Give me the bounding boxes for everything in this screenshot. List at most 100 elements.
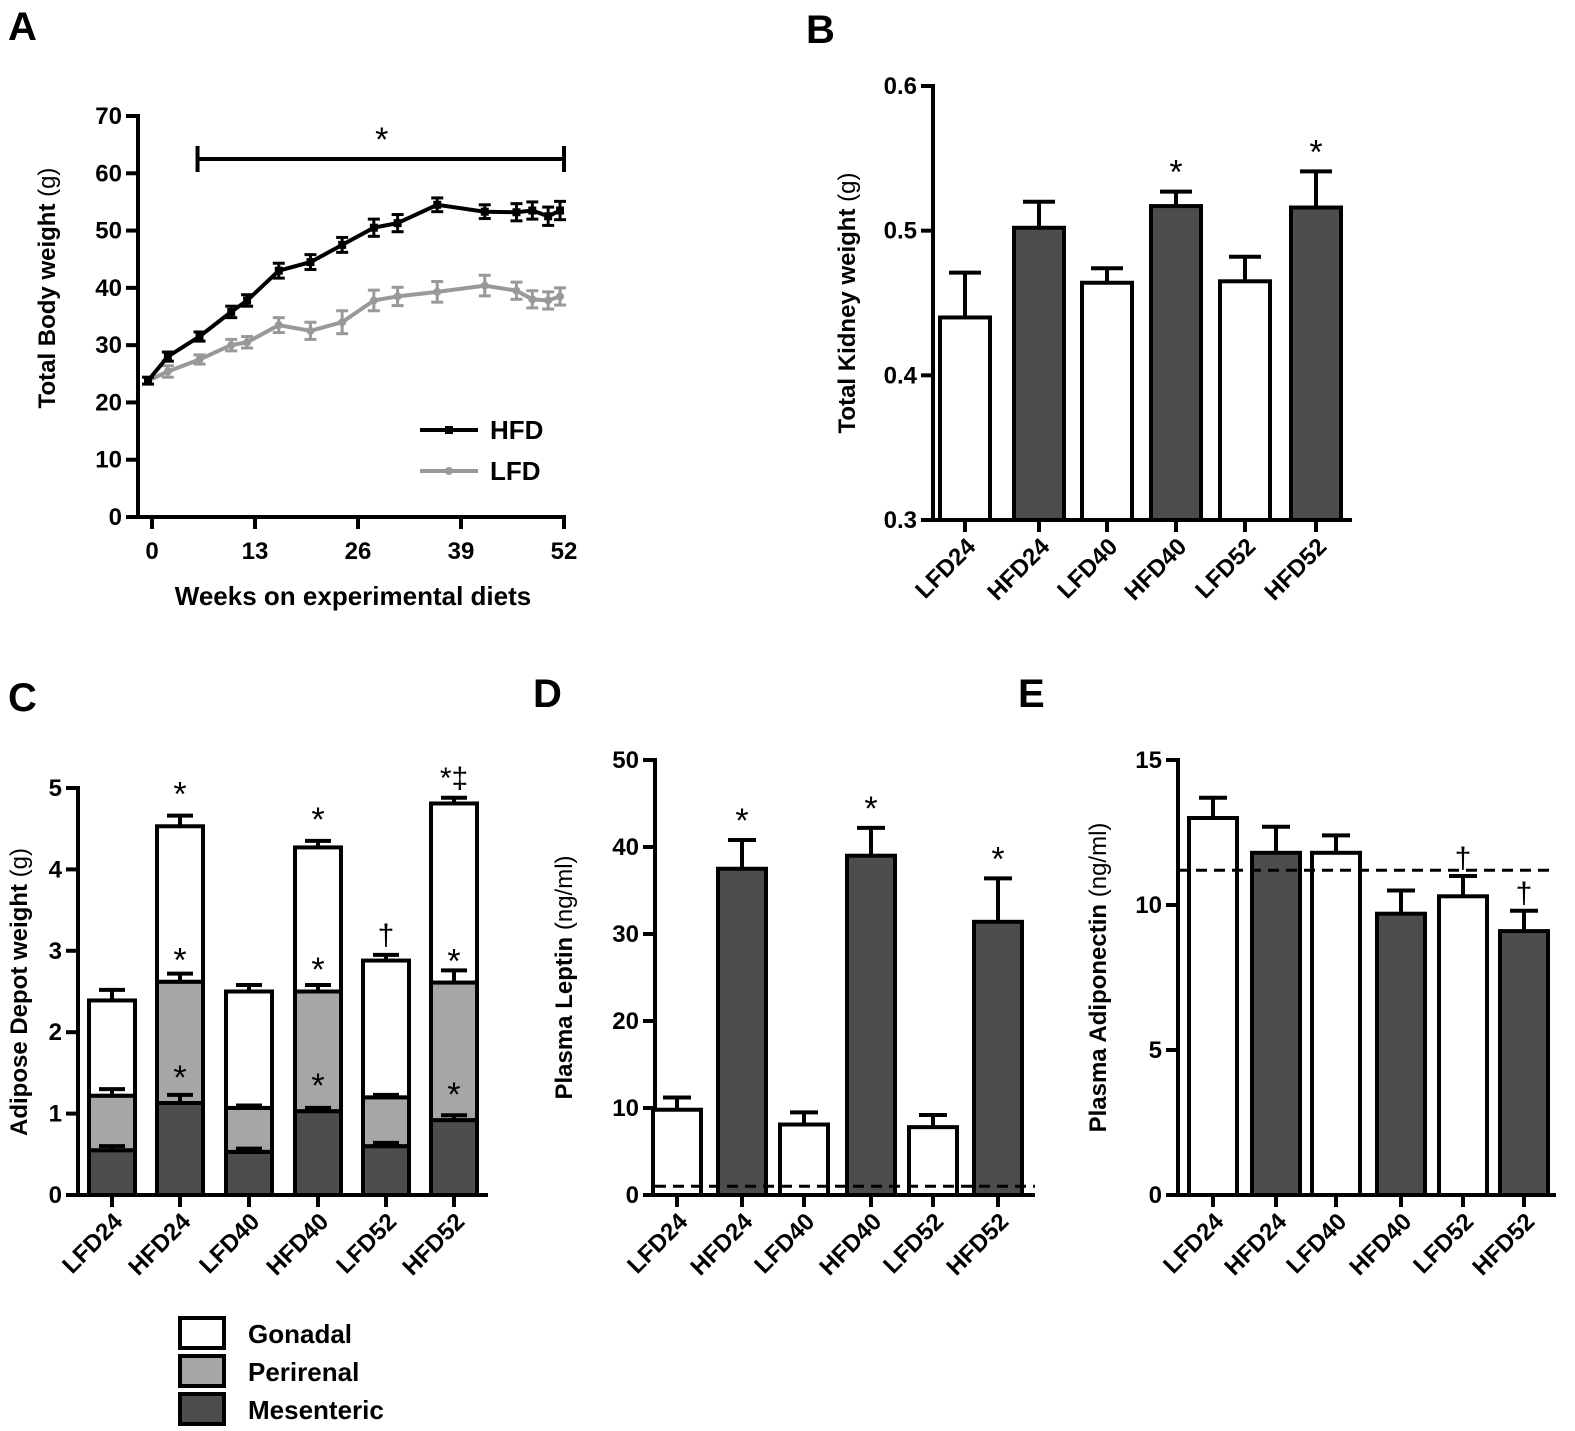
- b-bar: [1289, 205, 1343, 523]
- a-point-lfd: [306, 326, 315, 335]
- e-y-axis-label: Plasma Adiponectin (ng/ml): [1085, 823, 1112, 1133]
- a-significance-label: *: [375, 121, 388, 159]
- c-legend-swatch: [178, 1392, 226, 1426]
- a-point-lfd: [163, 367, 172, 376]
- d-bar: [778, 1122, 830, 1198]
- a-point-hfd: [306, 258, 315, 267]
- a-x-tick-label: 52: [551, 538, 578, 565]
- a-y-tick-label: 20: [95, 389, 122, 416]
- a-x-tick-label: 13: [242, 538, 269, 565]
- d-x-tick-label: HFD52: [941, 1208, 1014, 1281]
- a-point-lfd: [369, 296, 378, 305]
- c-bar-mesenteric: [429, 1118, 479, 1198]
- d-y-tick-label: 30: [612, 921, 639, 948]
- c-bar-annotation: *: [173, 776, 186, 814]
- d-bar-annotation: *: [735, 802, 748, 840]
- a-legend-label: LFD: [490, 456, 541, 486]
- a-point-hfd: [393, 219, 402, 228]
- c-legend-label: Mesenteric: [248, 1395, 384, 1425]
- c-bar-gonadal: [361, 958, 411, 1100]
- a-y-axis-label: Total Body weight (g): [34, 168, 61, 409]
- c-y-tick-label: 3: [49, 938, 62, 965]
- b-y-tick-label: 0.6: [884, 73, 917, 100]
- c-legend-label: Perirenal: [248, 1357, 359, 1387]
- b-y-tick-label: 0.3: [884, 507, 917, 534]
- a-point-hfd: [227, 307, 236, 316]
- a-point-hfd: [338, 240, 347, 249]
- a-y-tick-label: 70: [95, 103, 122, 130]
- c-y-tick-label: 4: [49, 856, 63, 883]
- b-x-tick-label: LFD24: [910, 533, 981, 604]
- c-legend-swatch: [178, 1354, 226, 1388]
- b-bar: [1080, 280, 1134, 522]
- b-bar: [1218, 279, 1272, 522]
- panel-label-d: D: [533, 672, 562, 716]
- e-x-tick-label: LFD52: [1408, 1208, 1479, 1279]
- a-y-tick-label: 40: [95, 275, 122, 302]
- a-point-hfd: [195, 332, 204, 341]
- d-x-tick-label: LFD52: [878, 1208, 949, 1279]
- a-point-lfd: [195, 355, 204, 364]
- e-bar-annotation: †: [1455, 842, 1472, 875]
- e-bar: [1187, 816, 1239, 1197]
- c-bar-annotation: †: [378, 919, 395, 952]
- c-bar-annotation: *: [447, 1076, 460, 1114]
- b-y-axis-label: Total Kidney weight (g): [834, 173, 861, 434]
- a-point-hfd: [243, 296, 252, 305]
- e-y-tick-label: 5: [1149, 1037, 1162, 1064]
- a-y-tick-label: 60: [95, 160, 122, 187]
- d-x-tick-label: LFD24: [622, 1208, 693, 1279]
- b-x-tick-label: HFD52: [1259, 533, 1332, 606]
- c-bar-annotation: *: [447, 943, 460, 981]
- a-point-lfd: [512, 286, 521, 295]
- a-x-tick-label: 0: [145, 538, 158, 565]
- c-y-tick-label: 1: [49, 1101, 62, 1128]
- c-x-tick-label: LFD24: [57, 1208, 128, 1279]
- b-x-tick-label: LFD52: [1190, 533, 1261, 604]
- b-bar: [1012, 225, 1066, 522]
- panel-b: B 0.3 0.4 0.5 0.6 LFD24 HFD24LFD40HFD40LFD52H…: [806, 8, 1352, 606]
- a-point-lfd: [393, 292, 402, 301]
- c-bar-gonadal: [87, 998, 137, 1098]
- b-x-tick-label: HFD40: [1119, 533, 1192, 606]
- d-bar: [972, 919, 1024, 1197]
- c-legend-swatch: [178, 1316, 226, 1350]
- a-series-line-lfd: [147, 283, 561, 383]
- c-bar-annotation: *: [311, 801, 324, 839]
- a-point-lfd: [480, 281, 489, 290]
- a-x-tick-label: 26: [345, 538, 372, 565]
- b-y-tick-label: 0.4: [884, 362, 918, 389]
- c-y-tick-label: 0: [49, 1182, 62, 1209]
- b-bar: [938, 315, 992, 523]
- a-point-hfd: [369, 223, 378, 232]
- c-x-tick-label: HFD52: [397, 1208, 470, 1281]
- panel-label-c: C: [8, 676, 37, 720]
- a-point-hfd: [433, 200, 442, 209]
- c-bar-annotation: *: [173, 941, 186, 979]
- a-point-hfd: [544, 212, 553, 221]
- c-x-tick-label: HFD40: [261, 1208, 334, 1281]
- b-bar: [1149, 204, 1203, 522]
- c-bar-mesenteric: [293, 1109, 343, 1197]
- d-bar-annotation: *: [991, 840, 1004, 878]
- e-bar: [1375, 911, 1427, 1197]
- c-bar-perirenal: [87, 1093, 137, 1153]
- a-point-lfd: [433, 287, 442, 296]
- e-y-tick-label: 10: [1135, 892, 1162, 919]
- a-legend-marker: [445, 426, 453, 434]
- c-bar-perirenal: [224, 1105, 274, 1154]
- d-y-tick-label: 40: [612, 834, 639, 861]
- d-x-tick-label: LFD40: [749, 1208, 820, 1279]
- e-x-tick-label: LFD40: [1281, 1208, 1352, 1279]
- b-x-tick-label: LFD40: [1052, 533, 1123, 604]
- e-bar: [1437, 894, 1489, 1197]
- a-x-tick-label: 39: [448, 538, 475, 565]
- c-legend-label: Gonadal: [248, 1319, 352, 1349]
- a-point-hfd: [556, 206, 565, 215]
- e-y-tick-label: 0: [1149, 1182, 1162, 1209]
- panel-label-e: E: [1018, 672, 1045, 716]
- c-y-tick-label: 2: [49, 1019, 62, 1046]
- c-x-tick-label: HFD24: [123, 1208, 196, 1281]
- c-bar-gonadal: [224, 989, 274, 1110]
